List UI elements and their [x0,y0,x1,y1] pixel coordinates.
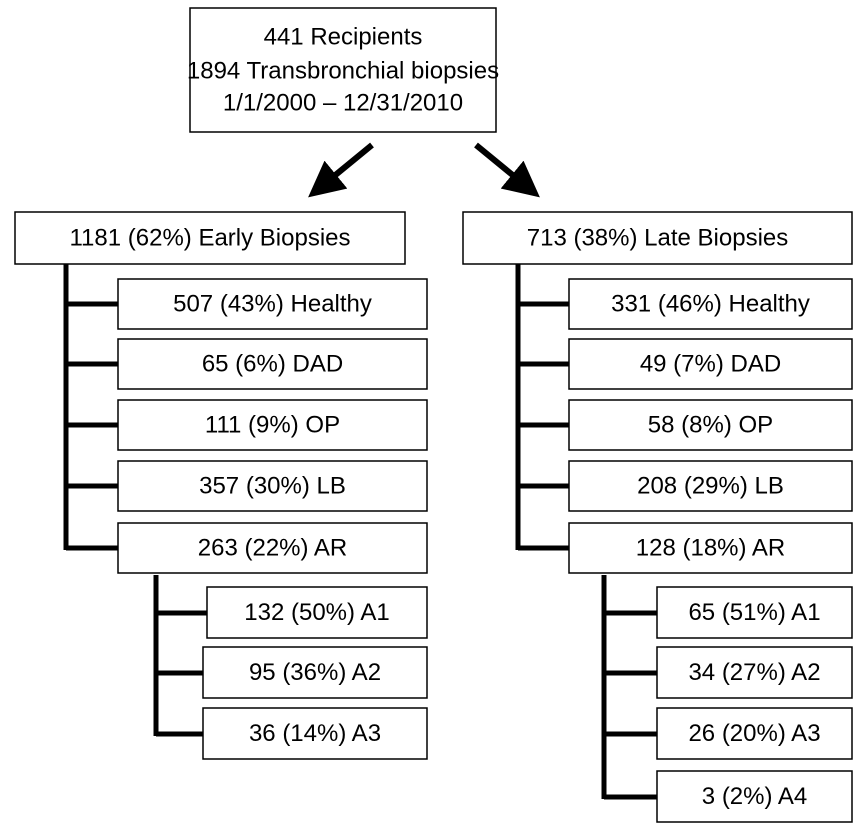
branch-box [462,211,853,265]
root-line: 1/1/2000 – 12/31/2010 [223,89,463,116]
ar-subtype-box [656,646,853,699]
category-label: 507 (43%) Healthy [173,290,372,317]
arrow [308,142,374,198]
ar-subtype-label: 95 (36%) A2 [249,659,381,686]
branch-label: 713 (38%) Late Biopsies [527,224,789,251]
ar-subtype-box [656,586,853,639]
category-label: 128 (18%) AR [636,534,785,561]
category-box [568,338,853,390]
category-label: 58 (8%) OP [648,411,773,438]
arrow [474,142,540,198]
root-box [189,7,497,133]
root-line: 441 Recipients [264,23,423,50]
category-box [117,399,428,451]
category-label: 111 (9%) OP [205,411,340,438]
ar-subtype-label: 34 (27%) A2 [688,659,820,686]
branch-box [14,211,406,265]
ar-subtype-label: 36 (14%) A3 [249,720,381,747]
category-label: 263 (22%) AR [198,534,347,561]
category-label: 208 (29%) LB [637,472,784,499]
ar-subtype-label: 3 (2%) A4 [702,783,807,810]
root-line: 1894 Transbronchial biopsies [187,57,499,84]
category-box [568,399,853,451]
category-label: 331 (46%) Healthy [611,290,810,317]
category-label: 65 (6%) DAD [202,350,343,377]
category-box [117,278,428,330]
ar-subtype-box [656,707,853,760]
category-box [117,460,428,512]
branch-label: 1181 (62%) Early Biopsies [69,224,350,251]
category-box [117,338,428,390]
ar-subtype-box [206,586,428,639]
category-label: 357 (30%) LB [199,472,346,499]
category-box [568,278,853,330]
ar-subtype-box [656,770,853,823]
category-box [117,522,428,574]
ar-subtype-label: 65 (51%) A1 [688,599,820,626]
category-label: 49 (7%) DAD [640,350,781,377]
ar-subtype-box [202,646,428,699]
category-box [568,460,853,512]
category-box [568,522,853,574]
ar-subtype-label: 26 (20%) A3 [688,720,820,747]
ar-subtype-label: 132 (50%) A1 [244,599,389,626]
ar-subtype-box [202,707,428,760]
